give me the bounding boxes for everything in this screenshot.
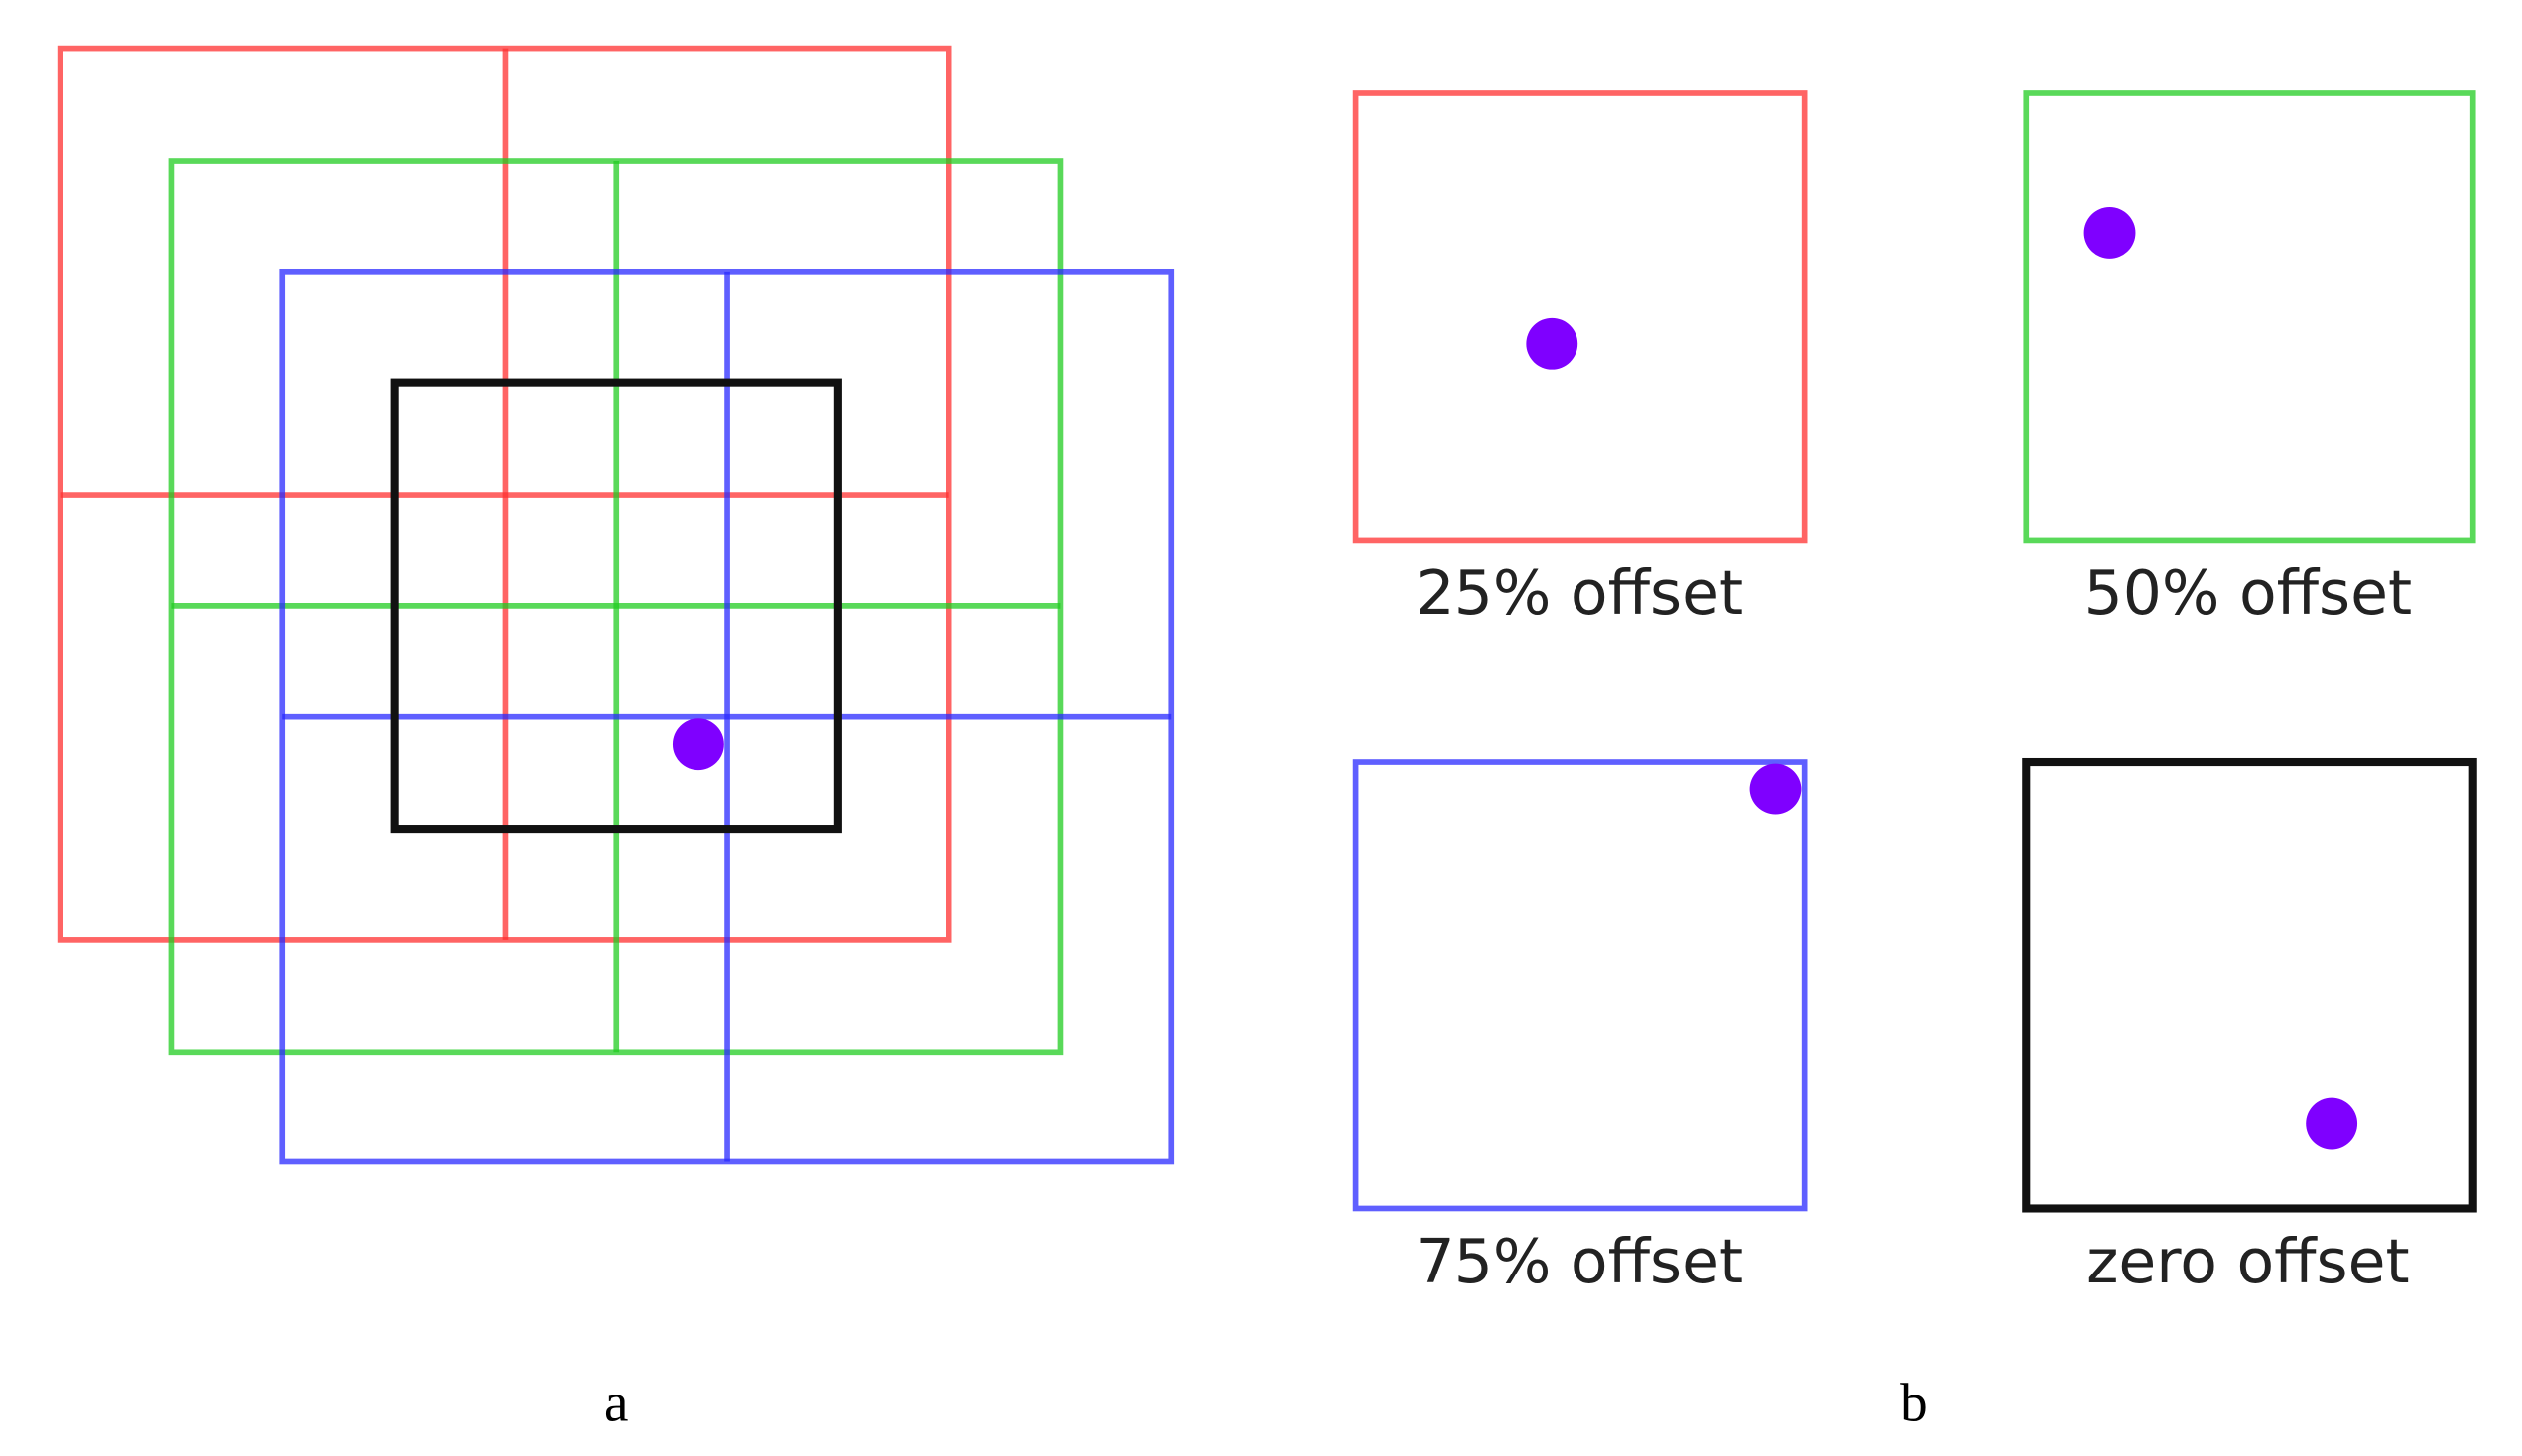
caption: 75% offset [1416, 1226, 1744, 1297]
offset-box [1352, 759, 1808, 1212]
green-grid [168, 158, 1064, 1056]
caption: zero offset [2086, 1226, 2410, 1297]
point [2306, 1097, 2358, 1150]
red-grid [57, 45, 952, 943]
point [1526, 317, 1578, 370]
panel-b: 25% offset 50% offset 75% offset zero of… [1352, 90, 2477, 1432]
point [672, 718, 724, 771]
offset-box [2022, 757, 2477, 1213]
panel-label: a [604, 1372, 628, 1432]
panel-a: a [57, 45, 1175, 1432]
point [2083, 207, 2136, 259]
offset-box [1352, 90, 1808, 544]
panel-label: b [1900, 1372, 1928, 1432]
point [1749, 763, 1802, 815]
caption: 25% offset [1416, 557, 1744, 629]
blue-grid [279, 268, 1175, 1165]
caption: 50% offset [2084, 557, 2413, 629]
cell-box [390, 378, 842, 834]
offset-box [2023, 90, 2476, 544]
